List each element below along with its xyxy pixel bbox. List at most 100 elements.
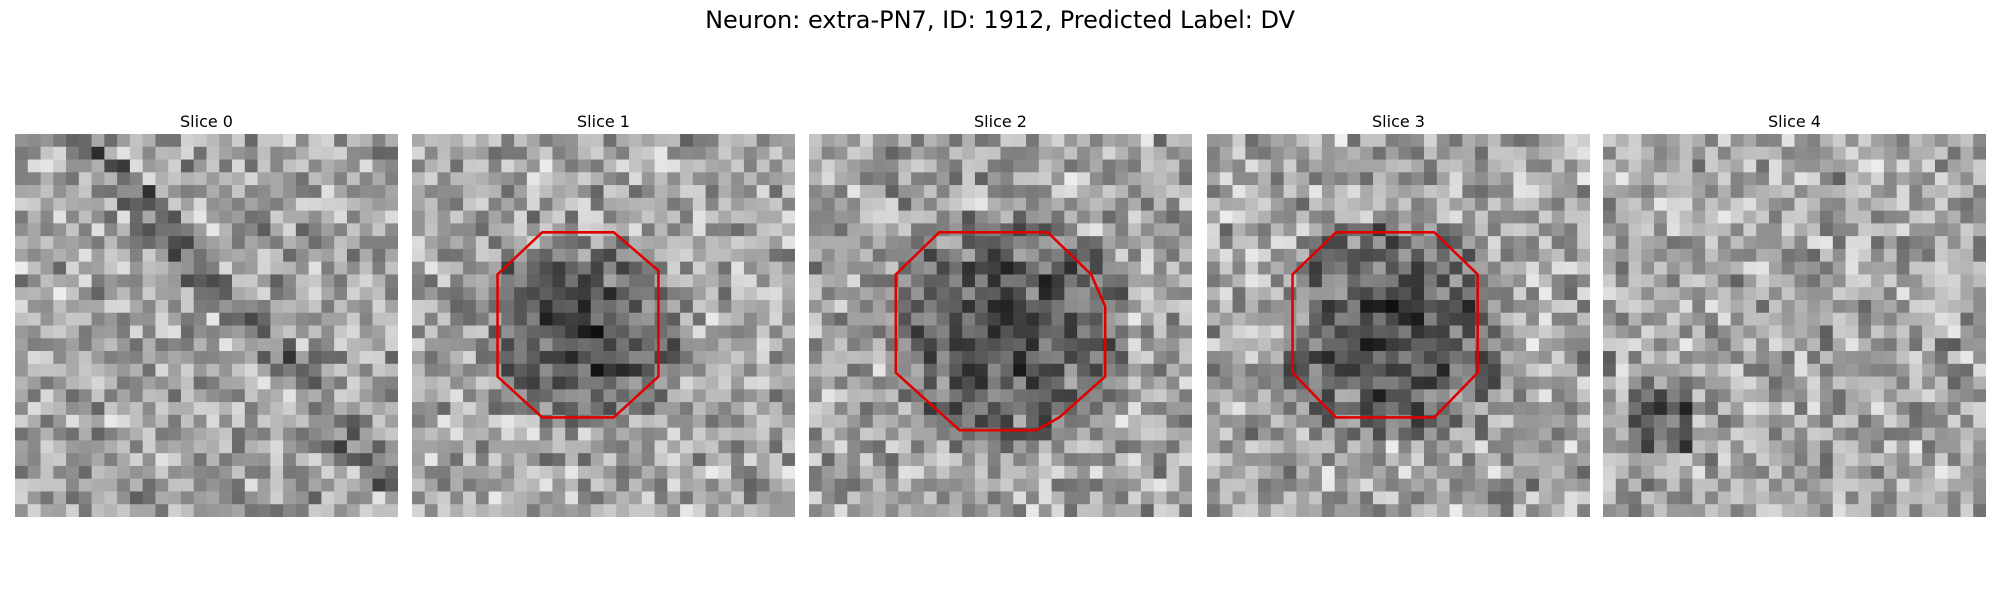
pixel (1551, 197, 1565, 211)
pixel (1462, 248, 1476, 263)
pixel (1372, 236, 1387, 250)
pixel (359, 299, 373, 314)
pixel (1603, 363, 1617, 377)
pixel (1372, 427, 1387, 441)
pixel (974, 210, 989, 224)
pixel (1564, 491, 1578, 505)
pixel (232, 478, 246, 492)
pixel (1385, 146, 1399, 160)
pixel (1283, 287, 1297, 301)
pixel (1654, 427, 1668, 441)
pixel (475, 197, 489, 211)
pixel (769, 312, 783, 326)
pixel (1140, 491, 1155, 505)
pixel (1309, 287, 1323, 301)
pixel (1411, 504, 1425, 517)
pixel (308, 248, 322, 263)
pixel (424, 440, 438, 454)
pixel (219, 312, 233, 326)
pixel (1347, 299, 1361, 314)
pixel (1871, 376, 1885, 390)
pixel (257, 146, 271, 160)
pixel (346, 287, 361, 301)
pixel (1577, 197, 1590, 211)
pixel (40, 414, 54, 429)
pixel (1947, 248, 1961, 263)
pixel (1794, 248, 1808, 263)
pixel (193, 274, 207, 288)
pixel (974, 478, 989, 492)
pixel (1077, 491, 1091, 505)
pixel (15, 478, 29, 492)
pixel (1334, 312, 1348, 326)
pixel (1692, 325, 1706, 339)
pixel (1462, 414, 1476, 429)
pixel (257, 159, 271, 173)
pixel (1207, 478, 1221, 492)
pixel (1347, 376, 1361, 390)
pixel (1026, 134, 1040, 148)
pixel (1398, 363, 1412, 377)
pixel (514, 325, 528, 339)
pixel (1051, 389, 1065, 403)
pixel (603, 504, 617, 517)
pixel (847, 248, 861, 263)
pixel (898, 325, 912, 339)
pixel (1641, 504, 1655, 517)
pixel (1449, 491, 1463, 505)
pixel (1153, 172, 1167, 186)
pixel (1858, 351, 1872, 365)
pixel (1679, 478, 1693, 492)
pixel (629, 351, 643, 365)
pixel (1077, 478, 1091, 492)
pixel (1128, 351, 1142, 365)
pixel (514, 453, 528, 467)
pixel (1347, 504, 1361, 517)
pixel (872, 299, 886, 314)
pixel (1166, 427, 1180, 441)
pixel (1449, 299, 1463, 314)
pixel (168, 351, 182, 365)
pixel (1245, 414, 1259, 429)
pixel (1398, 248, 1412, 263)
pixel (1245, 325, 1259, 339)
pixel (1871, 402, 1885, 416)
pixel (1858, 414, 1872, 429)
pixel (1026, 210, 1040, 224)
pixel (412, 146, 426, 160)
pixel (847, 185, 861, 199)
pixel (257, 389, 271, 403)
pixel (1334, 389, 1348, 403)
pixel (949, 134, 963, 148)
pixel (1245, 363, 1259, 377)
pixel (1385, 261, 1399, 275)
pixel (180, 351, 195, 365)
pixel (692, 427, 707, 441)
pixel (860, 146, 874, 160)
pixel (1947, 197, 1961, 211)
pixel (809, 363, 823, 377)
pixel (1270, 287, 1284, 301)
pixel (1743, 338, 1757, 352)
pixel (809, 134, 823, 148)
pixel (1207, 223, 1221, 237)
pixel (821, 414, 835, 429)
pixel (1296, 504, 1310, 517)
pixel (257, 376, 271, 390)
pixel (1973, 351, 1986, 365)
pixel (1232, 223, 1246, 237)
pixel (1883, 172, 1898, 186)
pixel (1128, 172, 1142, 186)
pixel (936, 185, 950, 199)
pixel (731, 325, 745, 339)
pixel (168, 274, 182, 288)
pixel (1564, 440, 1578, 454)
pixel (270, 453, 284, 467)
pixel (1179, 261, 1192, 275)
pixel (501, 210, 515, 224)
pixel (1922, 440, 1936, 454)
pixel (180, 325, 195, 339)
pixel (769, 210, 783, 224)
pixel (514, 427, 528, 441)
pixel (834, 440, 848, 454)
